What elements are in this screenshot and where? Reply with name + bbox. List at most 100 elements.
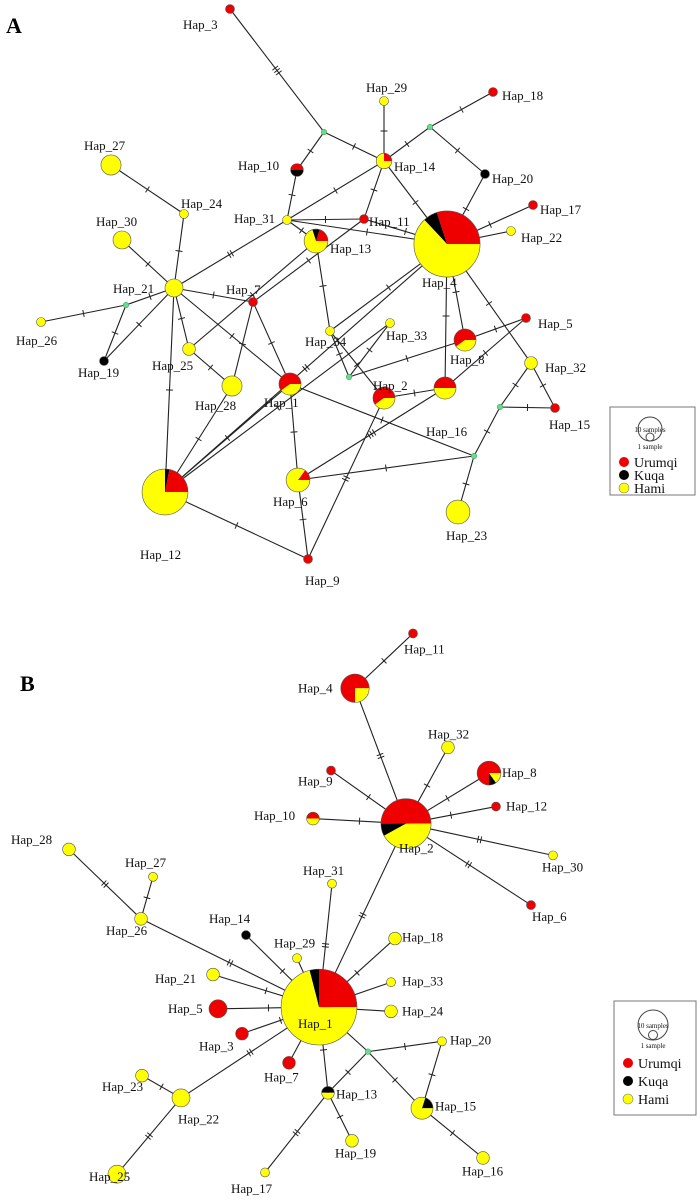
haplotype-node-hap-7[interactable]: [282, 1056, 296, 1070]
pie-slice-hami: [221, 375, 243, 397]
haplotype-node-hap-6[interactable]: [526, 900, 536, 910]
pie-slice-hami: [321, 1092, 335, 1100]
haplotype-label: Hap_29: [274, 936, 315, 951]
haplotype-node-hap-33[interactable]: [386, 977, 396, 988]
mutation-tick: [299, 518, 307, 521]
haplotype-node-hap-25[interactable]: [182, 342, 196, 356]
node-outline: [221, 375, 243, 397]
haplotype-label: Hap_22: [178, 1111, 219, 1126]
haplotype-node-hap-27[interactable]: [100, 154, 122, 176]
haplotype-node-hap-2[interactable]: [380, 798, 432, 850]
haplotype-node-hap-17[interactable]: [260, 1167, 270, 1178]
mutation-tick: [111, 331, 119, 335]
haplotype-node-hap-19[interactable]: [345, 1134, 359, 1148]
haplotype-node-hap-33[interactable]: [385, 318, 395, 328]
legend-urumqi: Urumqi: [638, 1057, 682, 1072]
haplotype-node-hap-27[interactable]: [148, 872, 158, 882]
haplotype-node-hap-29[interactable]: [292, 953, 302, 964]
haplotype-node-hap-5[interactable]: [521, 313, 531, 323]
haplotype-node-hap-18[interactable]: [388, 931, 402, 946]
edge-Hap_28-Hap_26: [68, 848, 142, 920]
haplotype-node-hap-20[interactable]: [437, 1036, 447, 1047]
haplotype-node-hap-1[interactable]: [280, 968, 358, 1046]
mutation-tick: [288, 193, 296, 197]
haplotype-node-hap-29[interactable]: [379, 96, 389, 106]
haplotype-node-hap-16[interactable]: [433, 376, 457, 400]
haplotype-node-hap-26[interactable]: [134, 912, 148, 926]
haplotype-node-hap-21[interactable]: [164, 278, 184, 298]
haplotype-label: Hap_4: [298, 680, 333, 695]
haplotype-node-hap-23[interactable]: [135, 1068, 149, 1083]
pie-slice-urumqi: [225, 4, 235, 14]
haplotype-node-hap-11[interactable]: [359, 214, 369, 224]
node-outline: [325, 326, 335, 336]
haplotype-node-hap-19[interactable]: [99, 356, 109, 366]
node-outline: [280, 968, 358, 1046]
haplotype-node-hap-21[interactable]: [206, 967, 220, 982]
haplotype-node-hap-24[interactable]: [384, 1004, 398, 1019]
haplotype-node-hap-24[interactable]: [179, 209, 189, 219]
haplotype-node-hap-3[interactable]: [235, 1026, 249, 1041]
pie-slice-hami: [292, 953, 302, 963]
node-outline: [278, 372, 302, 396]
node-outline: [134, 912, 148, 926]
haplotype-node-hap-1[interactable]: [278, 372, 302, 396]
haplotype-node-hap-31[interactable]: [327, 878, 337, 889]
pie-slice-urumqi: [278, 372, 302, 391]
haplotype-node-hap-2[interactable]: [372, 386, 396, 410]
haplotype-node-hap-32[interactable]: [441, 740, 455, 755]
node-outline: [372, 386, 396, 410]
pie-slice-kuqa: [321, 1086, 335, 1093]
haplotype-node-hap-14[interactable]: [241, 930, 251, 940]
haplotype-node-hap-5[interactable]: [208, 999, 228, 1019]
haplotype-node-hap-16[interactable]: [476, 1151, 490, 1165]
haplotype-node-hap-22[interactable]: [171, 1088, 191, 1108]
haplotype-node-hap-17[interactable]: [528, 200, 538, 210]
haplotype-node-hap-30[interactable]: [112, 230, 132, 250]
haplotype-node-hap-13[interactable]: [303, 228, 329, 254]
haplotype-node-hap-15[interactable]: [410, 1096, 434, 1120]
haplotype-node-hap-6[interactable]: [285, 467, 311, 493]
pie-slice-hami: [36, 317, 46, 327]
haplotype-node-hap-23[interactable]: [445, 499, 471, 525]
haplotype-node-hap-34[interactable]: [325, 326, 335, 336]
median-vector: [470, 452, 478, 460]
node-outline: [112, 230, 132, 250]
haplotype-node-hap-31[interactable]: [282, 215, 292, 225]
haplotype-node-hap-28[interactable]: [221, 375, 243, 397]
haplotype-node-hap-4[interactable]: [413, 210, 481, 278]
haplotype-node-hap-10[interactable]: [306, 811, 320, 826]
haplotype-node-hap-30[interactable]: [548, 850, 558, 861]
haplotype-node-hap-15[interactable]: [550, 403, 560, 413]
pie-slice-urumqi: [526, 900, 536, 910]
haplotype-node-hap-3[interactable]: [225, 4, 235, 14]
haplotype-node-hap-25[interactable]: [107, 1164, 127, 1184]
pie-slice-kuqa: [165, 469, 170, 492]
haplotype-node-hap-10[interactable]: [290, 163, 304, 177]
haplotype-node-hap-12[interactable]: [491, 801, 501, 812]
haplotype-node-hap-8[interactable]: [476, 760, 502, 786]
haplotype-node-hap-13[interactable]: [321, 1086, 335, 1100]
haplotype-node-hap-9[interactable]: [303, 554, 313, 564]
haplotype-node-hap-11[interactable]: [408, 628, 418, 639]
haplotype-node-hap-14[interactable]: [375, 152, 393, 170]
node-outline: [441, 740, 455, 755]
haplotype-node-hap-32[interactable]: [524, 356, 538, 370]
haplotype-node-hap-12[interactable]: [141, 468, 189, 516]
mutation-tick: [365, 228, 369, 236]
haplotype-node-hap-8[interactable]: [453, 328, 477, 352]
haplotype-label: Hap_3: [199, 1038, 234, 1053]
haplotype-node-hap-18[interactable]: [488, 87, 498, 97]
haplotype-node-hap-9[interactable]: [326, 765, 336, 776]
node-outline: [526, 900, 536, 910]
haplotype-node-hap-7[interactable]: [248, 297, 258, 307]
pie-slice-urumqi: [290, 163, 304, 170]
haplotype-node-hap-28[interactable]: [62, 842, 76, 857]
node-outline: [476, 760, 502, 786]
pie-slice-hami: [182, 342, 196, 356]
haplotype-node-hap-26[interactable]: [36, 317, 46, 327]
haplotype-node-hap-22[interactable]: [506, 226, 516, 236]
haplotype-node-hap-20[interactable]: [480, 169, 490, 179]
mutation-tick: [299, 227, 304, 234]
haplotype-node-hap-4[interactable]: [340, 673, 370, 703]
